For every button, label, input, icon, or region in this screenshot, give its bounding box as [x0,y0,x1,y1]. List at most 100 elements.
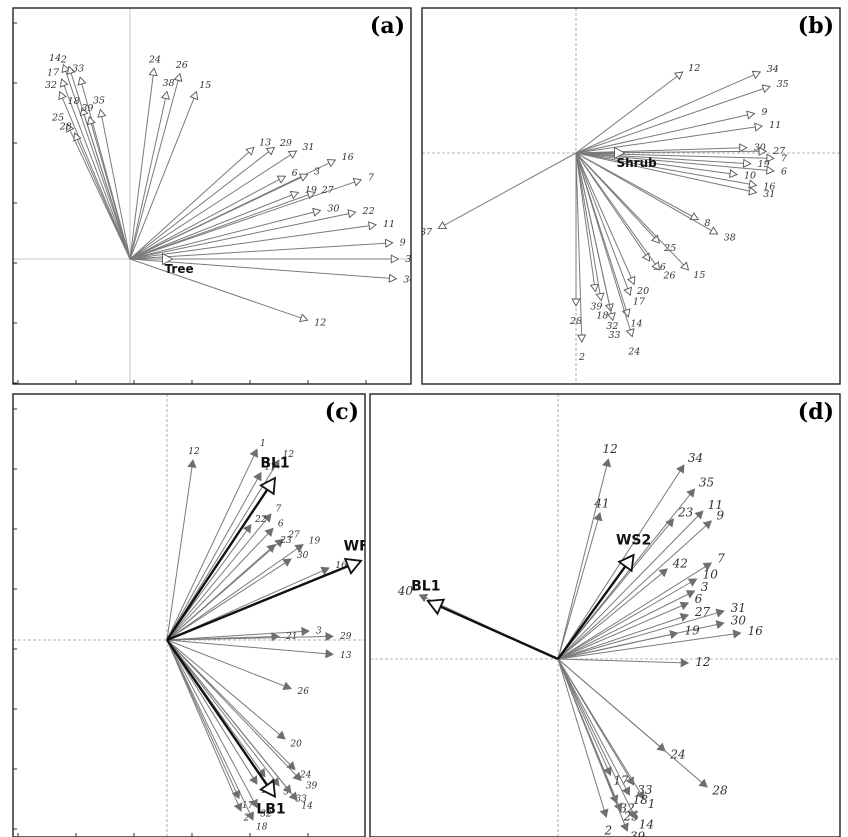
species-arrow-head [676,464,685,474]
species-arrow-head [739,143,748,153]
species-arrow-head [748,179,758,189]
species-arrow-line [101,116,131,260]
species-arrow-line [166,519,267,641]
species-arrow: 29 [129,138,292,260]
species-arrow-line [166,639,293,796]
species-label: 6 [292,168,298,179]
species-label: 2 [243,813,250,823]
species-arrow: 12 [557,442,618,660]
env-arrow-head [258,779,277,799]
species-arrow-line [557,658,609,769]
species-label: 19 [309,537,321,547]
species-arrow: 11 [129,219,395,260]
species-label: 26 [662,271,675,282]
species-arrow: 39 [81,103,131,260]
species-arrow-line [557,525,707,660]
species-arrow-line [575,88,764,154]
species-label: 35 [699,476,714,490]
species-arrow-line [129,258,390,279]
species-label: 23 [279,536,292,546]
species-arrow: 31 [557,601,746,660]
species-arrow: 1 [166,439,266,641]
species-arrow-head [621,786,631,796]
species-arrow-line [166,639,276,781]
species-arrow-head [299,313,309,323]
species-arrow-line [557,593,689,660]
species-arrow: 28 [59,122,131,260]
species-arrow: 3 [166,627,322,641]
species-label: 30 [297,551,309,561]
species-arrow-head [270,777,280,787]
species-arrow-head [325,649,334,659]
species-label: 33 [295,794,307,804]
env-arrow: WS2 [557,533,651,660]
species-arrow-head [623,286,632,297]
species-arrow: 9 [129,237,406,260]
species-arrow-head [669,630,679,640]
species-label: 32 [619,801,634,815]
species-arrow: 5 [166,639,289,797]
species-arrow-line [557,658,634,813]
species-arrow: 24 [557,658,686,762]
species-arrow-head [673,71,684,81]
species-arrow: 27 [166,531,300,641]
species-arrow: 14 [557,658,654,831]
species-arrow-line [557,658,682,664]
species-arrow: 35 [130,254,411,265]
species-arrow-line [575,152,656,265]
species-arrow-line [129,213,349,260]
species-label: 7 [781,154,788,165]
species-label: 33 [608,330,620,341]
species-arrow-head [742,158,752,168]
species-arrow: 14 [166,639,313,812]
env-arrow: WF1 [166,538,365,642]
species-arrow: 2 [575,152,587,363]
env-arrow-head [162,252,174,266]
species-arrow-head [636,790,645,800]
env-arrow-head [426,598,446,616]
species-arrow-line [557,658,641,794]
species-label: 16 [763,182,775,193]
species-label: 19 [685,624,701,638]
env-label: Shrub [617,156,658,170]
species-label: 27 [321,185,335,196]
species-arrow-line [166,639,254,779]
species-arrow-line [557,566,706,660]
species-arrow: 30 [166,551,309,641]
species-arrow: 37 [422,152,577,238]
species-label: 16 [748,624,764,638]
species-label: 27 [287,531,300,541]
species-arrow-head [148,67,158,77]
species-arrow-line [166,533,269,641]
species-arrow-line [557,470,681,660]
species-arrow: 10 [575,152,756,182]
species-arrow-line [63,85,131,260]
species-arrow-head [253,471,262,482]
species-arrow-line [129,154,291,260]
species-arrow-line [129,258,302,319]
species-arrow: 11 [575,120,781,154]
species-label: 14 [639,817,654,831]
species-arrow-line [575,147,740,154]
species-arrow-line [575,152,685,266]
species-label: 3 [314,166,320,177]
species-arrow-head [249,448,258,458]
species-arrow-head [282,558,292,567]
species-arrow-line [575,152,712,231]
species-label: 3 [316,627,322,637]
species-arrow-head [651,261,660,271]
species-arrow-line [575,152,750,185]
species-arrow-line [575,152,731,175]
env-label: BL1 [411,579,440,595]
species-arrow: 13 [166,639,352,661]
panel-frame [12,393,366,837]
species-label: 7 [275,505,281,515]
species-arrow-head [264,527,274,537]
species-label: 22 [362,206,375,217]
species-arrow-head [658,568,668,578]
species-arrow-head [368,221,377,231]
species-label: 39 [630,829,646,837]
species-label: 31 [731,601,746,615]
species-arrow-line [166,562,286,641]
species-label: 28 [59,122,72,133]
